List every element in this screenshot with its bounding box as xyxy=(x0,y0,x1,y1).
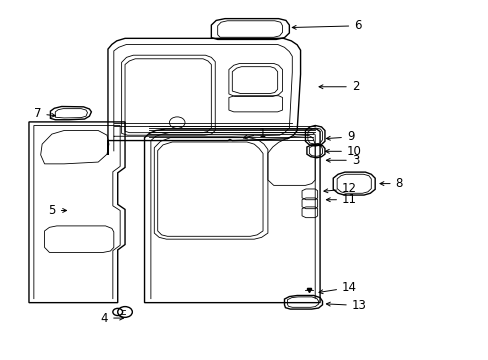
Text: 10: 10 xyxy=(325,145,361,158)
Text: 8: 8 xyxy=(379,177,402,190)
Text: 5: 5 xyxy=(48,204,66,217)
Text: 11: 11 xyxy=(325,193,356,206)
Text: 4: 4 xyxy=(101,311,123,325)
Text: 13: 13 xyxy=(325,299,366,312)
Text: 7: 7 xyxy=(34,107,55,120)
Text: 9: 9 xyxy=(325,130,354,144)
Text: 6: 6 xyxy=(292,19,361,32)
Text: 12: 12 xyxy=(323,183,356,195)
Text: 2: 2 xyxy=(318,80,359,93)
Text: 14: 14 xyxy=(318,281,356,294)
Text: 1: 1 xyxy=(243,127,266,140)
Text: 3: 3 xyxy=(325,154,358,167)
